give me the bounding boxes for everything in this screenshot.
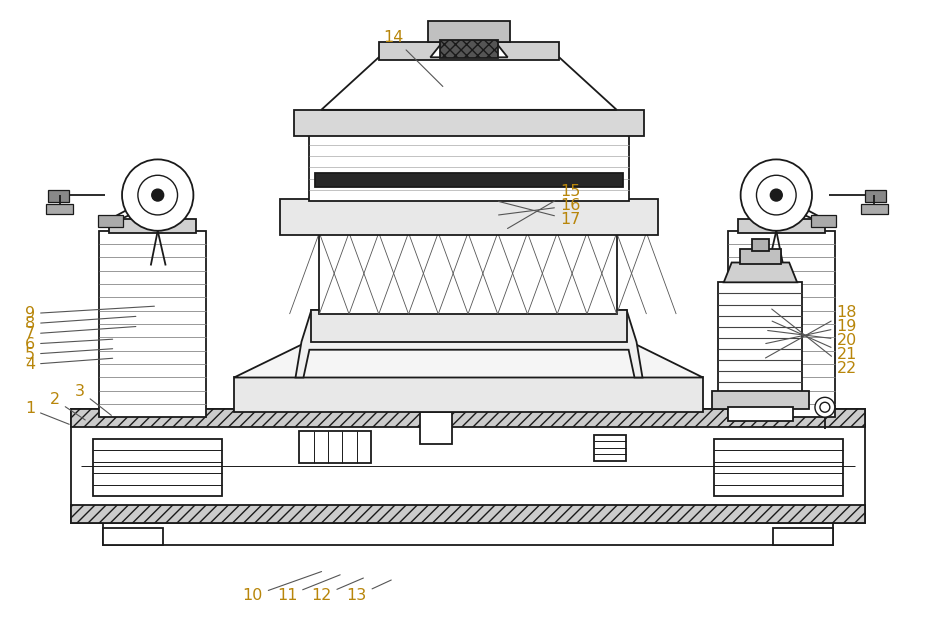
Bar [865,190,886,202]
Text: 18: 18 [766,305,856,358]
Bar [98,215,123,227]
Bar [752,239,769,251]
Bar [94,439,222,497]
Bar [738,219,825,233]
Text: 16: 16 [499,198,580,215]
Circle shape [756,175,797,215]
Text: 7: 7 [25,326,136,342]
Bar [594,435,625,461]
Text: 10: 10 [242,572,322,604]
Text: 4: 4 [25,357,112,372]
Bar [110,219,197,233]
Bar [294,110,645,136]
Bar [48,190,69,202]
Circle shape [740,159,812,231]
Text: 8: 8 [25,316,136,332]
Text: 1: 1 [25,401,69,424]
Bar [420,412,452,444]
Bar [71,506,865,524]
Text: 17: 17 [499,202,580,227]
Polygon shape [296,310,642,378]
Text: 5: 5 [25,347,112,362]
Bar [300,431,371,463]
Bar [312,310,626,342]
Circle shape [138,175,178,215]
Bar [811,215,836,227]
Text: 20: 20 [768,330,856,348]
Text: 13: 13 [346,580,391,604]
Text: 15: 15 [507,184,580,228]
Circle shape [770,189,782,201]
Bar [860,204,888,214]
Bar [408,378,463,412]
Bar [429,20,509,42]
Polygon shape [724,262,797,282]
Text: 3: 3 [75,383,111,415]
Text: 11: 11 [277,575,340,604]
Text: 6: 6 [25,337,112,351]
Text: 19: 19 [766,319,856,344]
Bar [71,409,865,524]
Bar [234,378,703,412]
Bar [310,134,629,201]
Text: 14: 14 [384,30,443,86]
Bar [718,282,802,394]
Bar [71,409,865,427]
Bar [727,231,835,417]
Bar [280,199,658,235]
Bar [714,439,842,497]
Circle shape [122,159,194,231]
Circle shape [820,403,830,412]
Bar [712,392,809,409]
Bar [739,248,782,264]
Bar [103,528,163,545]
Bar [773,528,833,545]
Bar [99,231,206,417]
Text: 22: 22 [772,309,856,376]
Text: 21: 21 [772,321,856,362]
Text: 9: 9 [25,306,154,321]
Bar [46,204,73,214]
Polygon shape [321,58,617,110]
Bar [379,42,559,60]
Bar [440,40,498,58]
Text: 2: 2 [50,392,85,420]
Text: 12: 12 [311,578,363,604]
Bar [727,407,793,421]
Circle shape [152,189,164,201]
Polygon shape [234,340,703,378]
Bar [319,233,617,314]
Bar [103,524,833,545]
Bar [315,173,622,187]
Polygon shape [431,42,507,58]
Circle shape [815,397,835,417]
